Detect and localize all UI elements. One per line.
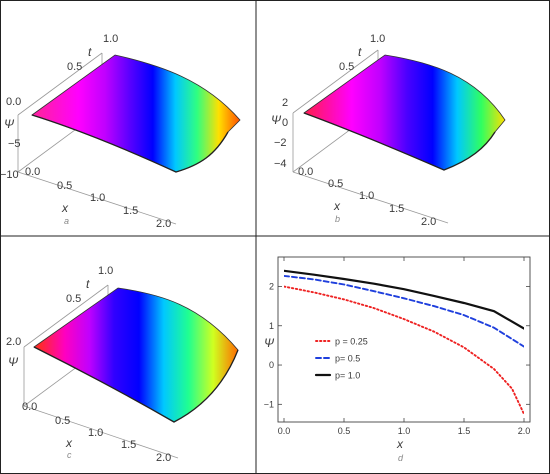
panel-c-x-tick-2: 1.0 bbox=[88, 427, 103, 439]
panel-b-t-label: t bbox=[358, 45, 362, 59]
panel-c-x-tick-3: 1.5 bbox=[121, 439, 136, 451]
panel-a-x-tick-4: 2.0 bbox=[156, 218, 171, 230]
panel-d-xtick-label-0: 0.0 bbox=[278, 426, 291, 436]
panel-a-x-tick-0: 0.0 bbox=[25, 166, 40, 178]
panel-b-letter: b bbox=[335, 214, 340, 224]
panel-b-psi-label: Ψ bbox=[271, 113, 282, 127]
panel-c-surface-edge bbox=[33, 346, 239, 423]
panel-a: 1.0 0.5 t 0.0 −5 −10 Ψ 0.0 0.5 1.0 1.5 2… bbox=[0, 33, 241, 230]
panel-d-ytick-label-2: 1 bbox=[269, 321, 274, 331]
panel-a-psi-tick-0: 0.0 bbox=[6, 96, 21, 108]
panel-d-series-line-1 bbox=[284, 274, 524, 348]
panel-b-t-tick-1: 1.0 bbox=[370, 33, 385, 45]
panel-b-t-tick-0: 0.5 bbox=[339, 61, 354, 73]
panel-d-legend-label-0: p = 0.25 bbox=[335, 337, 368, 347]
panel-b-psi-tick-2: −2 bbox=[274, 137, 287, 149]
panel-b-x-tick-0: 0.0 bbox=[298, 166, 313, 178]
panel-d-ytick-label-1: 0 bbox=[269, 360, 274, 370]
panel-d-series bbox=[284, 269, 524, 416]
panel-d-letter: d bbox=[398, 453, 404, 463]
panel-d-xtick-label-2: 1.0 bbox=[398, 426, 411, 436]
panel-a-x-tick-2: 1.0 bbox=[90, 192, 105, 204]
panel-c-x-tick-4: 2.0 bbox=[156, 452, 171, 464]
panel-a-psi-tick-1: −5 bbox=[8, 138, 21, 150]
panel-b: 1.0 0.5 t 2 0 −2 −4 Ψ 0.0 0.5 1.0 1.5 2.… bbox=[271, 33, 506, 228]
panel-a-letter: a bbox=[64, 216, 69, 226]
panel-a-t-tick-1: 1.0 bbox=[103, 33, 118, 45]
panel-d-ytick-label-0: −1 bbox=[264, 399, 274, 409]
panel-d-legend: p = 0.25 p= 0.5 p= 1.0 bbox=[314, 337, 368, 381]
panel-d-xtick-label-4: 2.0 bbox=[518, 426, 531, 436]
panel-d-series-line-2 bbox=[284, 269, 524, 330]
panel-d-xtick-label-3: 1.5 bbox=[458, 426, 471, 436]
panel-a-t-tick-0: 0.5 bbox=[67, 61, 82, 73]
panel-c-t-tick-1: 1.0 bbox=[98, 265, 113, 277]
panel-c-psi-tick-0: 2.0 bbox=[6, 336, 21, 348]
panel-d-series-line-0 bbox=[284, 285, 524, 416]
panel-d-ylabel: Ψ bbox=[264, 336, 275, 350]
panel-a-x-tick-3: 1.5 bbox=[123, 205, 138, 217]
panel-d-legend-label-1: p= 0.5 bbox=[335, 354, 360, 364]
panel-d-xtick-label-1: 0.5 bbox=[338, 426, 351, 436]
panel-b-x-tick-4: 2.0 bbox=[421, 216, 436, 228]
panel-d-plot-frame bbox=[277, 256, 531, 423]
panel-d-ticks: 0.0 0.5 1.0 1.5 2.0 −1 0 1 2 bbox=[264, 257, 531, 436]
panel-c-t-label: t bbox=[86, 277, 90, 291]
panel-a-psi-label: Ψ bbox=[4, 117, 15, 131]
panel-b-surface-edge bbox=[303, 112, 496, 171]
panel-b-psi-tick-0: 2 bbox=[282, 97, 288, 109]
panel-b-x-tick-1: 0.5 bbox=[328, 178, 343, 190]
panel-c-letter: c bbox=[67, 450, 72, 460]
panel-d: 0.0 0.5 1.0 1.5 2.0 −1 0 1 2 Ψ x d p = 0.25 p= 0.… bbox=[264, 256, 531, 463]
panel-b-x-label: x bbox=[333, 199, 341, 213]
panel-a-surface-edge bbox=[31, 114, 229, 173]
panel-b-psi-tick-1: 0 bbox=[282, 117, 288, 129]
panel-c-x-label: x bbox=[65, 436, 73, 450]
panel-d-ytick-label-3: 2 bbox=[269, 281, 274, 291]
panel-c: 1.0 0.5 t 2.0 Ψ 0.0 0.5 1.0 1.5 2.0 x c bbox=[6, 265, 239, 464]
panel-d-xlabel: x bbox=[396, 437, 404, 451]
panel-c-x-tick-0: 0.0 bbox=[22, 401, 37, 413]
panel-a-x-tick-1: 0.5 bbox=[57, 180, 72, 192]
panel-c-surface bbox=[33, 287, 239, 423]
panel-c-psi-label: Ψ bbox=[8, 355, 19, 369]
panel-b-x-tick-2: 1.0 bbox=[359, 190, 374, 202]
panel-a-x-label: x bbox=[61, 201, 69, 215]
panel-c-x-tick-1: 0.5 bbox=[55, 415, 70, 427]
panel-b-x-tick-3: 1.5 bbox=[389, 203, 404, 215]
panel-a-frame bbox=[17, 52, 177, 225]
panel-c-t-tick-0: 0.5 bbox=[66, 293, 81, 305]
panel-b-psi-tick-3: −4 bbox=[274, 158, 287, 170]
panel-a-t-label: t bbox=[88, 45, 92, 59]
panel-a-psi-tick-2: −10 bbox=[0, 169, 19, 181]
panel-d-legend-label-2: p= 1.0 bbox=[335, 371, 360, 381]
